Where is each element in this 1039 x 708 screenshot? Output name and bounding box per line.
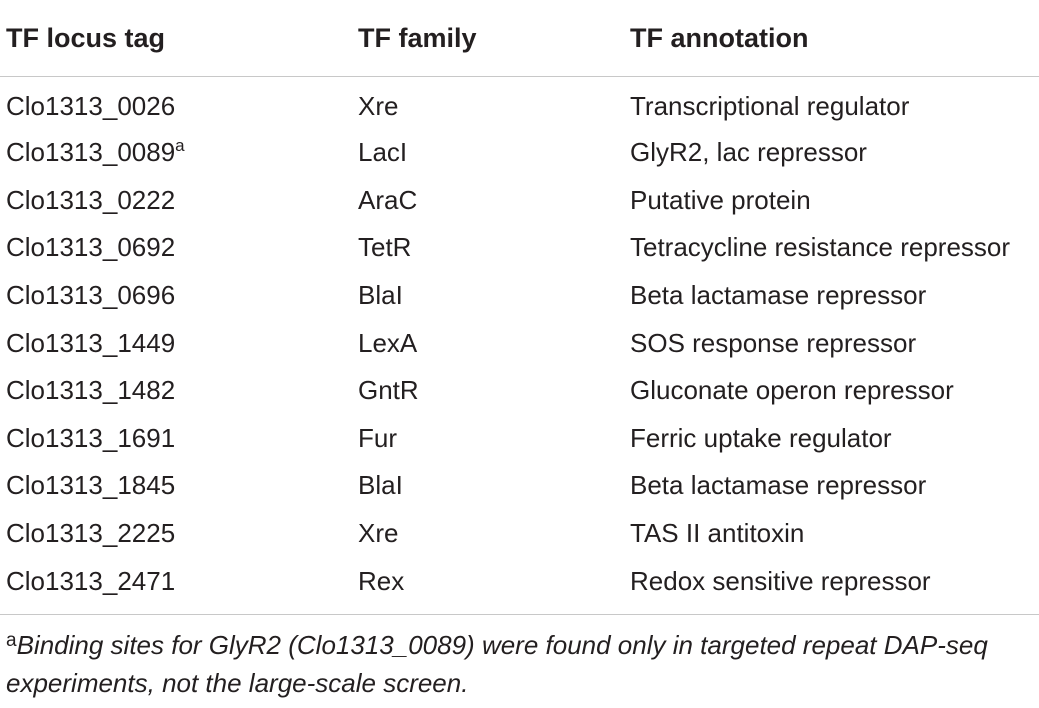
table-row: Clo1313_1449 LexA SOS response repressor: [0, 319, 1039, 367]
cell-annotation: Gluconate operon repressor: [630, 375, 954, 406]
cell-annotation: Ferric uptake regulator: [630, 422, 892, 453]
cell-annotation: Beta lactamase repressor: [630, 280, 927, 311]
locus-tag-text: Clo1313_1482: [6, 375, 176, 406]
cell-annotation: TAS II antitoxin: [630, 518, 805, 549]
locus-tag-text: Clo1313_1845: [6, 470, 176, 501]
tf-table-container: TF locus tag TF family TF annotation Clo…: [0, 0, 1039, 605]
header-annotation: TF annotation: [624, 0, 1039, 77]
locus-tag-text: Clo1313_2471: [6, 565, 176, 596]
cell-family: BlaI: [358, 280, 403, 311]
table-row: Clo1313_0089a LacI GlyR2, lac repressor: [0, 129, 1039, 177]
locus-tag-text: Clo1313_2225: [6, 518, 176, 549]
cell-locus-tag: Clo1313_2471: [0, 557, 352, 605]
locus-tag-text: Clo1313_0696: [6, 280, 176, 311]
cell-locus-tag: Clo1313_0089a: [0, 129, 352, 177]
table-row: Clo1313_2471 Rex Redox sensitive repressor: [0, 557, 1039, 605]
locus-tag-text: Clo1313_0026: [6, 90, 176, 121]
cell-annotation: Redox sensitive repressor: [630, 565, 931, 596]
cell-annotation: SOS response repressor: [630, 327, 917, 358]
tf-table: TF locus tag TF family TF annotation Clo…: [0, 0, 1039, 605]
footnote-marker: a: [175, 136, 185, 156]
cell-family: TetR: [358, 232, 412, 263]
locus-tag-text: Clo1313_0222: [6, 184, 176, 215]
table-header: TF locus tag TF family TF annotation: [0, 0, 1039, 77]
table-row: Clo1313_2225 Xre TAS II antitoxin: [0, 510, 1039, 558]
cell-family: Xre: [358, 90, 399, 121]
header-row: TF locus tag TF family TF annotation: [0, 0, 1039, 77]
footnote-text: Binding sites for GlyR2 (Clo1313_0089) w…: [6, 630, 988, 698]
cell-annotation: Transcriptional regulator: [630, 90, 910, 121]
cell-locus-tag: Clo1313_0692: [0, 224, 352, 272]
cell-locus-tag: Clo1313_2225: [0, 510, 352, 558]
table-row: Clo1313_1482 GntR Gluconate operon repress…: [0, 367, 1039, 415]
cell-locus-tag: Clo1313_1845: [0, 462, 352, 510]
locus-tag-text: Clo1313_0692: [6, 232, 176, 263]
table-body: Clo1313_0026 Xre Transcriptional regulator…: [0, 77, 1039, 605]
cell-family: AraC: [358, 184, 418, 215]
cell-family: GntR: [358, 375, 419, 406]
table-row: Clo1313_0026 Xre Transcriptional regulator: [0, 77, 1039, 130]
table-row: Clo1313_1691 Fur Ferric uptake regulator: [0, 415, 1039, 463]
table-row: Clo1313_0696 BlaI Beta lactamase repressor: [0, 272, 1039, 320]
cell-locus-tag: Clo1313_0696: [0, 272, 352, 320]
locus-tag-text: Clo1313_1691: [6, 422, 176, 453]
cell-family: BlaI: [358, 470, 403, 501]
table-row: Clo1313_1845 BlaI Beta lactamase repressor: [0, 462, 1039, 510]
table-row: Clo1313_0692 TetR Tetracycline resistance …: [0, 224, 1039, 272]
cell-locus-tag: Clo1313_0026: [0, 77, 352, 130]
cell-annotation: Putative protein: [630, 184, 811, 215]
cell-family: Fur: [358, 422, 397, 453]
table-bottom-rule: [0, 614, 1039, 615]
cell-family: Xre: [358, 518, 399, 549]
table-footnote: aBinding sites for GlyR2 (Clo1313_0089) …: [6, 626, 1034, 702]
cell-locus-tag: Clo1313_0222: [0, 177, 352, 225]
table-row: Clo1313_0222 AraC Putative protein: [0, 177, 1039, 225]
locus-tag-text: Clo1313_1449: [6, 327, 176, 358]
header-locus-tag: TF locus tag: [0, 0, 352, 77]
header-family: TF family: [352, 0, 624, 77]
cell-annotation: Tetracycline resistance repressor: [630, 232, 1011, 263]
cell-annotation: Beta lactamase repressor: [630, 470, 927, 501]
cell-family: LexA: [358, 327, 418, 358]
cell-locus-tag: Clo1313_1691: [0, 415, 352, 463]
footnote-mark: a: [6, 630, 17, 651]
cell-family: LacI: [358, 137, 408, 168]
cell-annotation: GlyR2, lac repressor: [630, 137, 867, 168]
locus-tag-text: Clo1313_0089: [6, 137, 176, 168]
cell-family: Rex: [358, 565, 405, 596]
cell-locus-tag: Clo1313_1482: [0, 367, 352, 415]
cell-locus-tag: Clo1313_1449: [0, 319, 352, 367]
